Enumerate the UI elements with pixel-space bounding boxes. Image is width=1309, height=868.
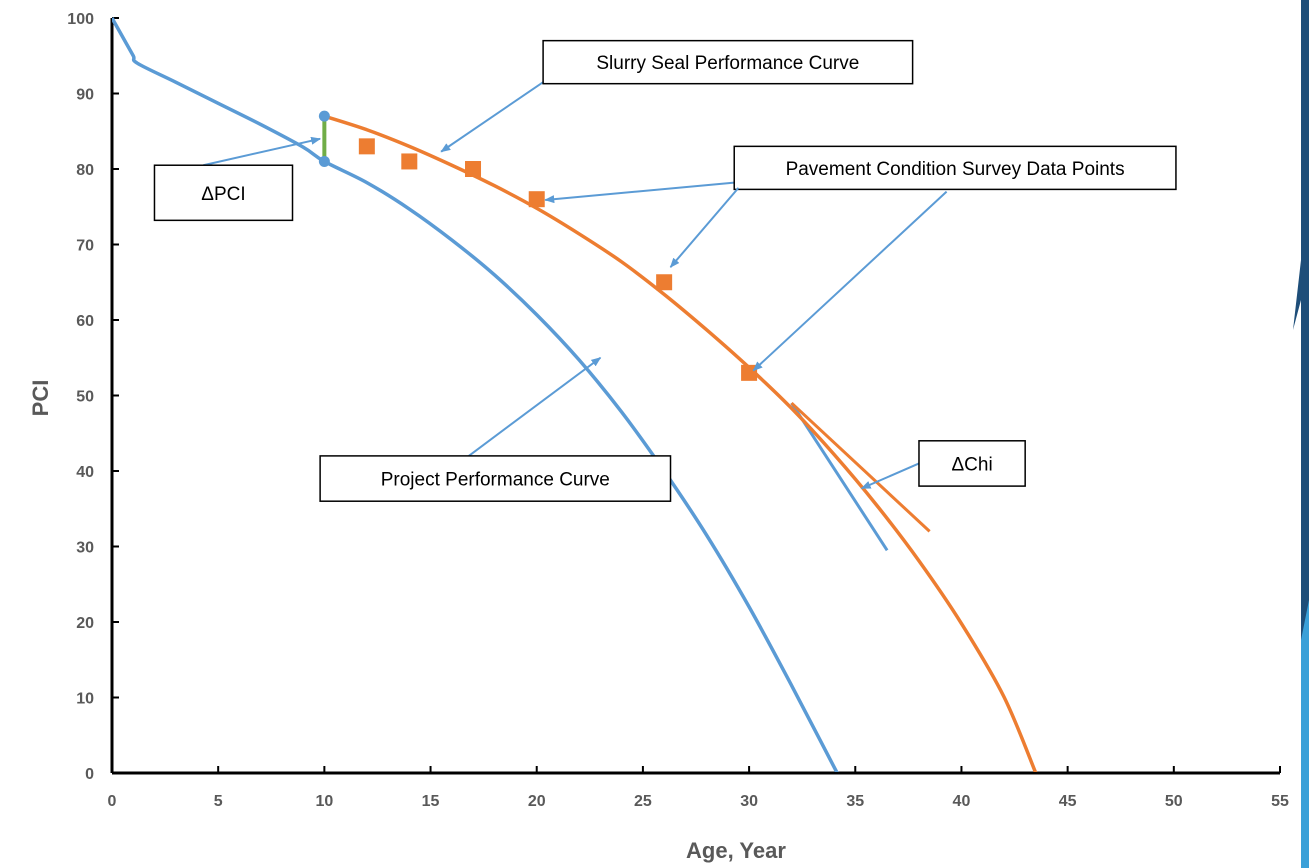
annotation-arrow — [752, 190, 948, 372]
x-tick-label: 55 — [1271, 793, 1289, 810]
annotation-arrow — [669, 187, 740, 268]
series-layer — [112, 17, 1038, 772]
annotation-label: Slurry Seal Performance Curve — [596, 53, 859, 74]
annotation-box — [542, 39, 914, 85]
x-tick-label: 40 — [953, 793, 971, 810]
x-tick-label: 0 — [108, 793, 117, 810]
survey-data-point — [656, 274, 673, 291]
y-tick-label: 40 — [76, 464, 94, 481]
y-tick-label: 90 — [76, 87, 94, 104]
annotation-label: Pavement Condition Survey Data Points — [786, 159, 1125, 180]
page-edge-accent — [1293, 0, 1309, 868]
annotation-box — [733, 145, 1177, 191]
survey-data-point — [741, 364, 758, 381]
survey-data-point — [528, 191, 545, 208]
x-axis-title: Age, Year — [686, 838, 786, 863]
annotation-label: Project Performance Curve — [381, 470, 610, 491]
y-tick-label: 0 — [85, 766, 94, 783]
y-tick-label: 100 — [67, 11, 94, 28]
x-tick-label: 10 — [315, 793, 333, 810]
annotation-arrow — [544, 181, 735, 204]
series-line-1 — [323, 114, 1038, 772]
annotation-arrow — [440, 81, 544, 153]
delta-pci-point — [318, 110, 330, 122]
survey-data-point — [465, 161, 482, 177]
annotation-label: ΔPCI — [201, 184, 245, 205]
y-tick-label: 10 — [76, 691, 94, 708]
x-tick-label: 5 — [214, 793, 223, 810]
y-tick-label: 60 — [76, 313, 94, 330]
y-axis-title: PCI — [28, 380, 53, 417]
annotations-layer: Slurry Seal Performance Curve Pavement Co… — [153, 39, 1177, 502]
y-tick-label: 80 — [76, 162, 94, 179]
delta-pci-point — [318, 155, 330, 167]
series-line-0 — [112, 17, 839, 772]
x-tick-label: 20 — [528, 793, 546, 810]
annotation-arrow — [203, 136, 322, 167]
survey-data-point — [358, 138, 375, 155]
x-tick-label: 50 — [1165, 793, 1183, 810]
x-tick-label: 45 — [1059, 793, 1077, 810]
x-tick-label: 30 — [740, 793, 758, 810]
annotation-box — [319, 455, 672, 502]
annotation-arrow — [468, 356, 602, 457]
y-tick-label: 20 — [76, 615, 94, 632]
x-tick-label: 35 — [846, 793, 864, 810]
annotation-label: ΔChi — [951, 454, 992, 475]
y-tick-label: 70 — [76, 238, 94, 255]
axes-layer: 0 5 10 15 20 25 30 35 40 45 50 55 0 10 20 30 40 50 60 70 80 9… — [28, 11, 1289, 863]
delta-chi-tangent-orange — [790, 401, 931, 533]
x-tick-label: 25 — [634, 793, 652, 810]
annotation-arrow — [860, 462, 920, 490]
y-tick-label: 30 — [76, 540, 94, 557]
x-tick-label: 15 — [422, 793, 440, 810]
annotation-box — [153, 164, 294, 222]
y-tick-label: 50 — [76, 389, 94, 406]
survey-data-point — [401, 153, 418, 170]
annotation-box — [918, 440, 1026, 487]
